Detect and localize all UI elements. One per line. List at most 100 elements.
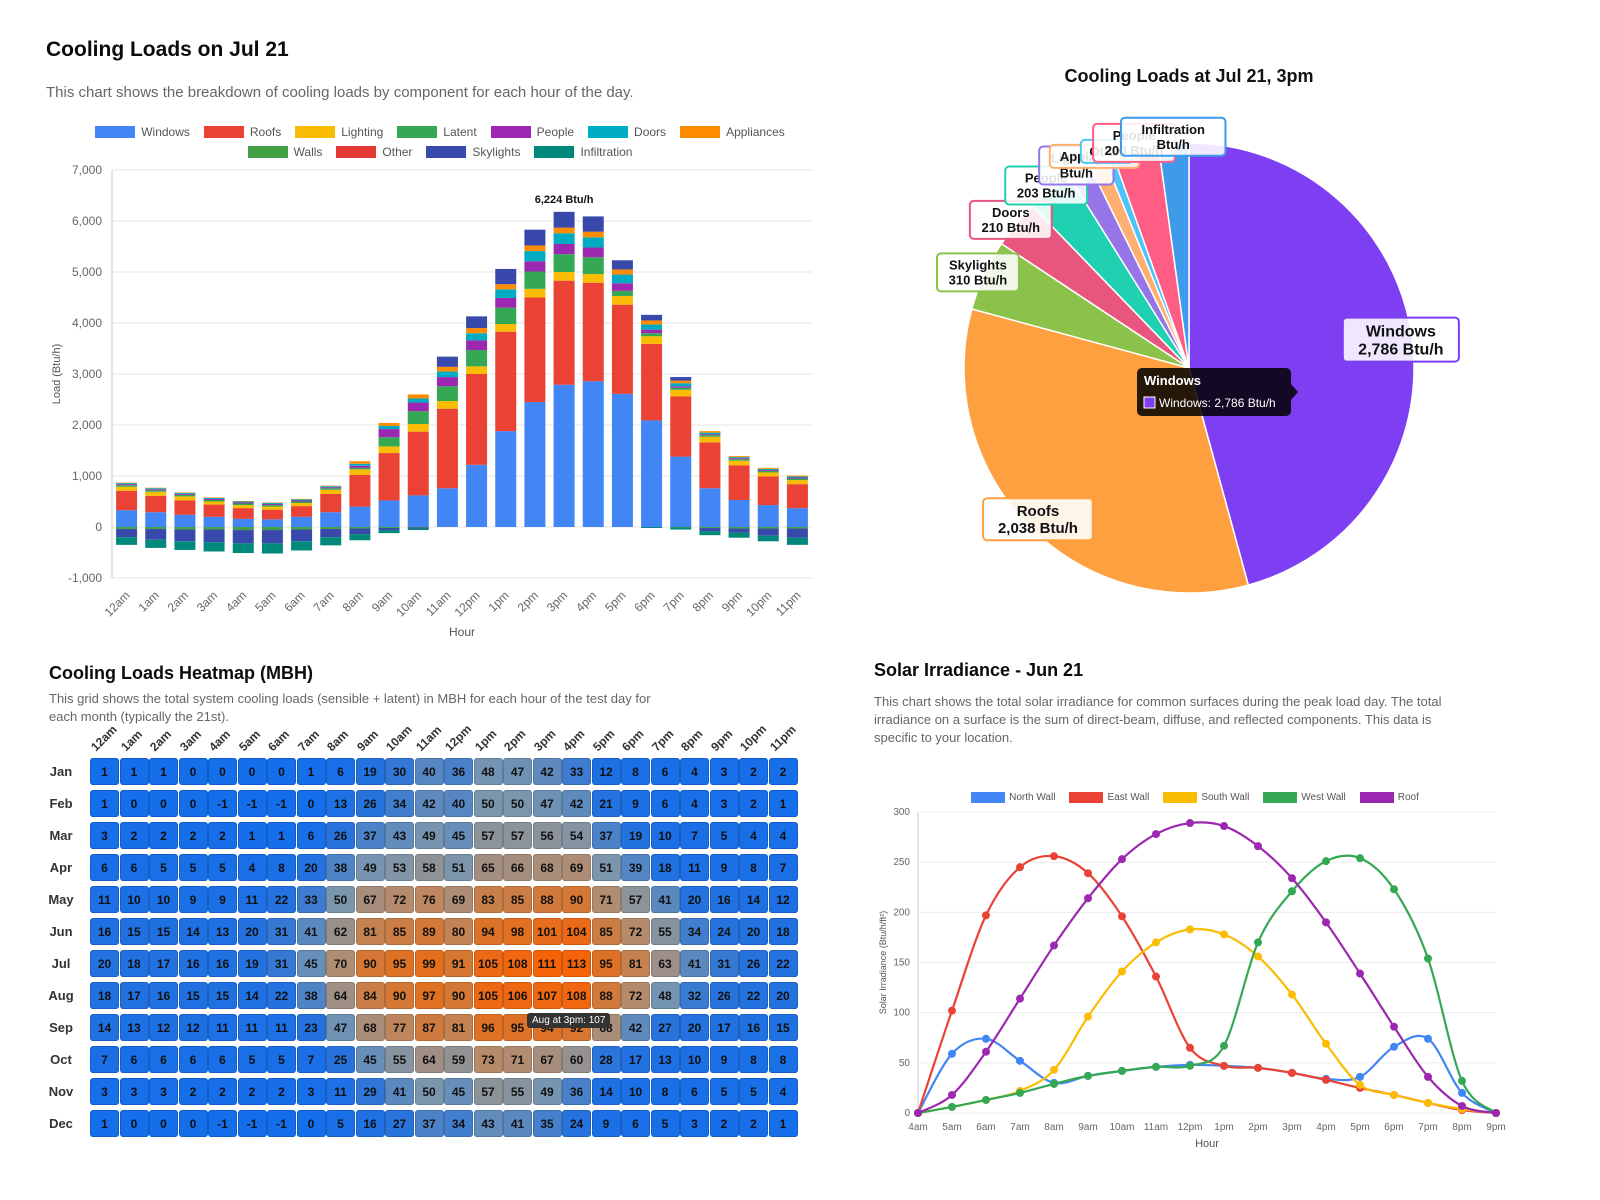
bar-segment[interactable] [611,283,633,291]
bar-segment[interactable] [232,508,254,519]
line-point[interactable] [1186,925,1194,934]
heatmap-cell[interactable]: 90 [444,982,473,1009]
heatmap-cell[interactable]: 94 [473,918,503,945]
heatmap-cell[interactable]: 85 [385,918,414,945]
line-point[interactable] [982,1034,990,1043]
bar-segment[interactable] [349,527,371,529]
heatmap-cell[interactable]: 8 [621,758,650,785]
heatmap-cell[interactable]: 5 [739,1078,768,1105]
bar-segment[interactable] [436,386,458,402]
bar-segment[interactable] [728,457,750,459]
line-point[interactable] [1458,1088,1466,1097]
heatmap-cell[interactable]: 23 [296,1014,326,1041]
bar-segment[interactable] [611,260,633,270]
bar-segment[interactable] [495,324,517,332]
heatmap-cell[interactable]: 67 [355,886,385,913]
heatmap-cell[interactable]: 27 [650,1014,680,1041]
bar-segment[interactable] [436,356,458,367]
heatmap-cell[interactable]: 17 [621,1046,650,1073]
bar-segment[interactable] [495,307,517,325]
heatmap-cell[interactable]: 4 [680,790,709,817]
heatmap-cell[interactable]: 90 [385,982,414,1009]
bar-segment[interactable] [670,377,692,381]
heatmap-cell[interactable]: 9 [208,886,237,913]
heatmap-cell[interactable]: 1 [768,1110,798,1137]
bar-segment[interactable] [320,487,342,489]
heatmap-cell[interactable]: 47 [503,758,532,785]
heatmap-cell[interactable]: 113 [562,950,591,977]
bar-segment[interactable] [349,528,371,535]
bar-segment[interactable] [728,465,750,500]
bar-segment[interactable] [174,500,196,515]
bar-segment[interactable] [232,501,254,503]
line-point[interactable] [1390,1022,1398,1031]
heatmap-cell[interactable]: 55 [650,918,680,945]
line-point[interactable] [1458,1076,1466,1085]
heatmap-cell[interactable]: 81 [621,950,650,977]
bar-segment[interactable] [291,500,313,502]
heatmap-cell[interactable]: 27 [385,1110,414,1137]
heatmap-cell[interactable]: 88 [532,886,562,913]
bar-segment[interactable] [291,527,313,530]
bar-segment[interactable] [699,527,721,529]
bar-segment[interactable] [407,411,429,424]
bar-segment[interactable] [232,505,254,509]
heatmap-cell[interactable]: 3 [296,1078,326,1105]
bar-segment[interactable] [553,233,575,244]
heatmap-cell[interactable]: 6 [208,1046,237,1073]
bar-segment[interactable] [261,527,283,531]
heatmap-cell[interactable]: 16 [178,950,208,977]
heatmap-cell[interactable]: 60 [562,1046,591,1073]
bar-segment[interactable] [786,476,808,478]
bar-segment[interactable] [116,482,138,484]
heatmap-cell[interactable]: 26 [326,822,355,849]
bar-segment[interactable] [232,527,254,531]
heatmap-cell[interactable]: 11 [326,1078,355,1105]
bar-segment[interactable] [291,506,313,517]
bar-segment[interactable] [320,512,342,527]
heatmap-cell[interactable]: 3 [709,790,739,817]
bar-segment[interactable] [524,288,546,298]
bar-segment[interactable] [407,528,429,531]
heatmap-cell[interactable]: 7 [768,854,798,881]
line-point[interactable] [1458,1101,1466,1110]
bar-segment[interactable] [436,371,458,378]
heatmap-cell[interactable]: 1 [149,758,178,785]
bar-segment[interactable] [757,470,779,473]
line-point[interactable] [1220,822,1228,831]
bar-segment[interactable] [436,377,458,387]
bar-segment[interactable] [203,504,225,517]
bar-segment[interactable] [320,537,342,546]
bar-segment[interactable] [466,328,488,334]
heatmap-cell[interactable]: 5 [208,854,237,881]
heatmap-cell[interactable]: 19 [621,822,650,849]
line-legend-item[interactable]: West Wall [1263,792,1346,803]
line-point[interactable] [1254,1063,1262,1072]
bar-segment[interactable] [466,374,488,465]
line-point[interactable] [1050,1079,1058,1088]
heatmap-cell[interactable]: 43 [473,1110,503,1137]
line-point[interactable] [1050,852,1058,861]
line-point[interactable] [1424,1072,1432,1081]
bar-segment[interactable] [553,211,575,228]
heatmap-cell[interactable]: 17 [119,982,149,1009]
heatmap-cell[interactable]: 11 [680,854,709,881]
heatmap-cell[interactable]: 81 [444,1014,473,1041]
bar-segment[interactable] [261,509,283,520]
bar-segment[interactable] [378,453,400,501]
heatmap-cell[interactable]: 33 [562,758,591,785]
heatmap-cell[interactable]: 107 [532,982,562,1009]
line-point[interactable] [1356,1080,1364,1089]
heatmap-cell[interactable]: 73 [473,1046,503,1073]
bar-segment[interactable] [407,423,429,432]
heatmap-cell[interactable]: 6 [621,1110,650,1137]
bar-segment[interactable] [436,401,458,409]
line-point[interactable] [1152,830,1160,839]
heatmap-cell[interactable]: 49 [355,854,385,881]
bar-segment[interactable] [349,506,371,527]
heatmap-cell[interactable]: 12 [178,1014,208,1041]
bar-segment[interactable] [553,384,575,527]
bar-segment[interactable] [378,528,400,531]
heatmap-cell[interactable]: 5 [237,1046,267,1073]
heatmap-cell[interactable]: 41 [503,1110,532,1137]
